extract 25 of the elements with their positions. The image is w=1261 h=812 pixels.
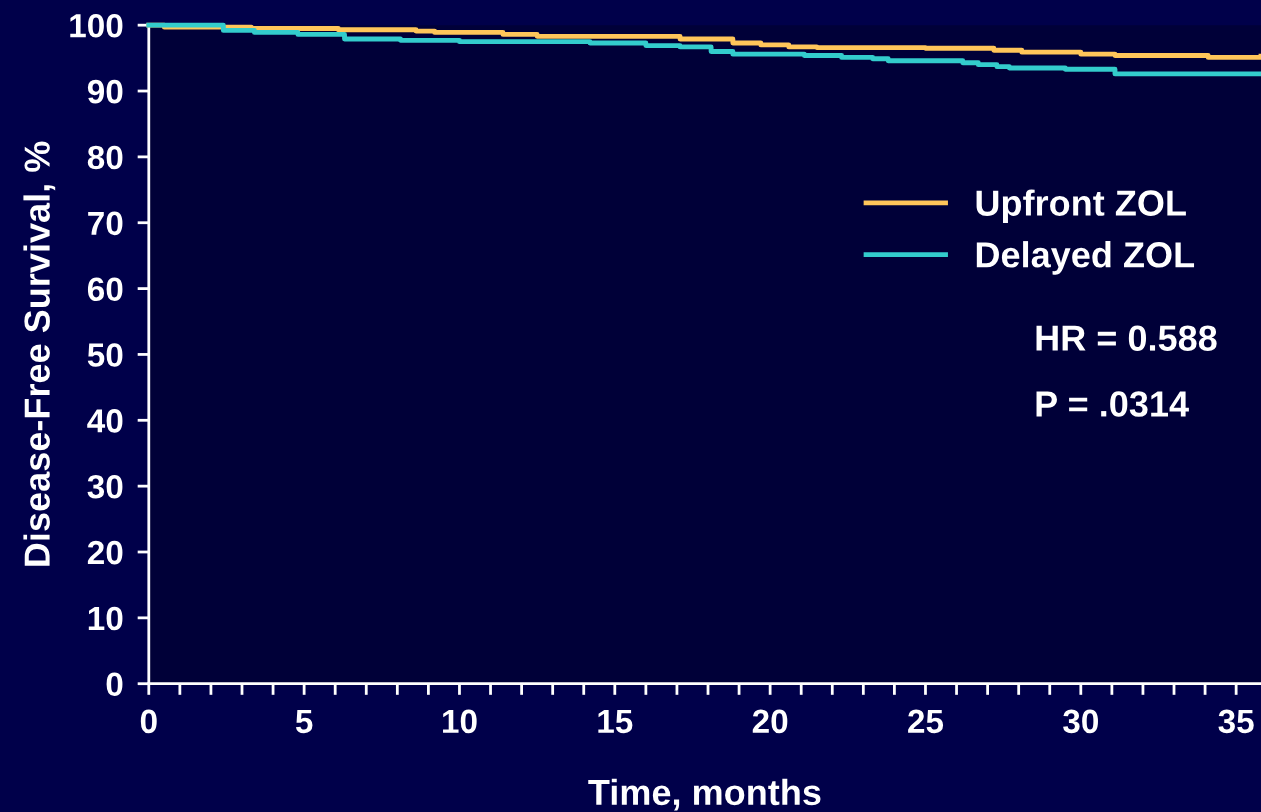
y-tick-label: 90: [87, 79, 123, 104]
x-tick-label: 25: [908, 709, 944, 734]
x-axis-title: Time, months: [588, 778, 821, 811]
y-axis-title: Disease-Free Survival, %: [23, 141, 56, 566]
x-tick-label: 35: [1218, 709, 1254, 734]
y-tick-label: 60: [87, 277, 123, 301]
x-tick-label: 10: [443, 709, 477, 734]
y-tick-label: 100: [70, 13, 123, 38]
annotation: P = .0314: [1036, 391, 1189, 417]
x-tick-label: 5: [295, 709, 313, 734]
y-tick-label: 10: [88, 606, 123, 631]
y-tick-label: 30: [87, 474, 123, 499]
y-tick-label: 20: [87, 540, 123, 565]
x-tick-label: 20: [752, 709, 788, 734]
annotation: HR = 0.588: [1036, 325, 1217, 351]
y-tick-label: 40: [87, 409, 123, 433]
legend-label: Upfront ZOL: [976, 189, 1186, 224]
x-tick-label: 15: [598, 709, 633, 734]
y-tick-label: 80: [87, 145, 123, 170]
y-tick-label: 70: [88, 211, 123, 236]
y-tick-label: 50: [87, 343, 123, 367]
x-tick-label: 30: [1063, 709, 1098, 734]
x-tick-label: 0: [140, 709, 157, 734]
legend-label: Delayed ZOL: [976, 241, 1195, 275]
y-tick-label: 0: [106, 672, 123, 697]
